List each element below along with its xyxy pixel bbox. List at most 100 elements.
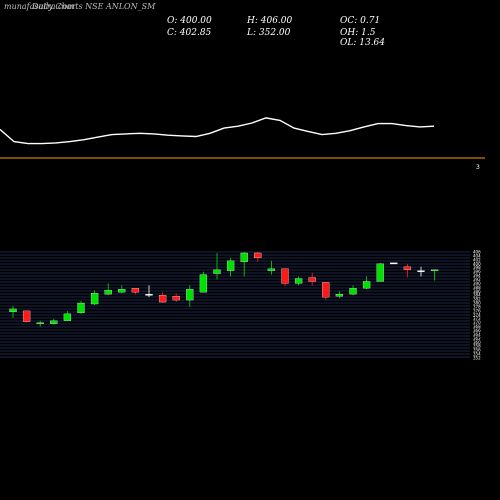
- chart-title: Daily Charts NSE ANLON_SM: [31, 2, 156, 11]
- candle: [172, 293, 180, 303]
- candle: [349, 285, 357, 296]
- candle: [90, 290, 99, 305]
- candle: [403, 263, 412, 278]
- candle-body: [90, 293, 99, 305]
- low-label: L: 352.00: [246, 28, 291, 38]
- price-tick-label: 368: [473, 324, 481, 329]
- candle: [376, 262, 384, 282]
- watermark: munafasutra.com: [4, 2, 75, 11]
- candle-body: [294, 278, 303, 284]
- candle: [417, 266, 425, 277]
- candle: [267, 260, 276, 275]
- candle: [281, 268, 289, 287]
- price-tick-label: 366: [473, 328, 481, 333]
- candle: [63, 310, 72, 321]
- candle: [308, 272, 316, 286]
- price-axis: 4064044024003983963943923903883863843823…: [473, 250, 481, 361]
- candle: [226, 257, 235, 277]
- candle: [322, 282, 330, 301]
- candle-body: [240, 252, 248, 262]
- candle-body: [417, 270, 425, 272]
- candle-body: [158, 295, 167, 303]
- candle-body: [362, 281, 371, 289]
- price-tick-label: 398: [473, 265, 481, 270]
- candle: [145, 285, 153, 298]
- candle-body: [403, 266, 412, 270]
- candle-body: [172, 296, 180, 301]
- candle: [131, 288, 140, 295]
- price-tick-label: 392: [473, 277, 481, 282]
- candle-body: [77, 302, 85, 314]
- candle: [36, 320, 44, 327]
- price-tick-label: 362: [473, 336, 481, 341]
- candle: [9, 305, 17, 318]
- candle-body: [226, 260, 235, 271]
- oc-label: OC: 0.71: [340, 16, 380, 26]
- price-tick-label: 380: [473, 301, 481, 306]
- price-tick-label: 364: [473, 332, 481, 337]
- candle: [213, 252, 221, 280]
- candle-body: [9, 308, 17, 313]
- price-tick-label: 394: [473, 273, 481, 278]
- candle-body: [118, 289, 126, 293]
- candle: [104, 283, 112, 296]
- price-tick-label: 390: [473, 281, 481, 286]
- candle: [158, 292, 167, 304]
- candle-body: [145, 294, 153, 296]
- price-tick-label: 352: [473, 356, 481, 361]
- close-label: C: 402.85: [167, 28, 212, 38]
- candle-body: [104, 290, 112, 295]
- candle: [294, 276, 303, 286]
- ol-label: OL: 13.64: [340, 38, 385, 48]
- candle: [390, 262, 398, 265]
- candle-body: [50, 320, 58, 324]
- price-tick-label: 358: [473, 344, 481, 349]
- candle-body: [322, 282, 330, 298]
- price-tick-label: 370: [473, 320, 481, 325]
- price-tick-label: 382: [473, 297, 481, 302]
- price-tick-label: 400: [473, 261, 481, 266]
- price-tick-label: 406: [473, 250, 481, 255]
- candle: [22, 310, 31, 323]
- price-tick-label: 354: [473, 352, 481, 357]
- price-grid: [0, 251, 470, 358]
- price-tick-label: 404: [473, 253, 481, 258]
- candle-body: [22, 310, 31, 322]
- price-tick-label: 396: [473, 269, 481, 274]
- candle: [430, 269, 439, 281]
- candle-body: [131, 288, 140, 293]
- price-tick-label: 360: [473, 340, 481, 345]
- candle: [199, 271, 208, 293]
- price-tick-label: 378: [473, 304, 481, 309]
- candle-body: [36, 322, 44, 325]
- candle-body: [349, 288, 357, 295]
- candle-body: [281, 268, 289, 284]
- open-label: O: 400.00: [167, 16, 212, 26]
- price-tick-label: 402: [473, 257, 481, 262]
- price-tick-label: 374: [473, 312, 481, 317]
- candle-body: [199, 274, 208, 293]
- separator-marker: 3: [476, 164, 480, 171]
- price-tick-label: 386: [473, 289, 481, 294]
- price-tick-label: 384: [473, 293, 481, 298]
- indicator-panel: [0, 117, 435, 145]
- candle-body: [213, 269, 221, 274]
- candle: [186, 285, 194, 307]
- candle-body: [254, 252, 262, 259]
- price-tick-label: 372: [473, 316, 481, 321]
- candle-body: [308, 277, 316, 282]
- candle: [118, 285, 126, 294]
- candle-body: [186, 289, 194, 301]
- candle-body: [267, 268, 276, 271]
- candle-body: [390, 262, 398, 265]
- candle: [254, 252, 262, 262]
- candlestick-series: [9, 252, 439, 327]
- candle-body: [335, 294, 344, 297]
- candle: [240, 252, 248, 277]
- candle-body: [430, 269, 439, 272]
- candle: [77, 301, 85, 314]
- candle: [335, 291, 344, 299]
- price-tick-label: 376: [473, 308, 481, 313]
